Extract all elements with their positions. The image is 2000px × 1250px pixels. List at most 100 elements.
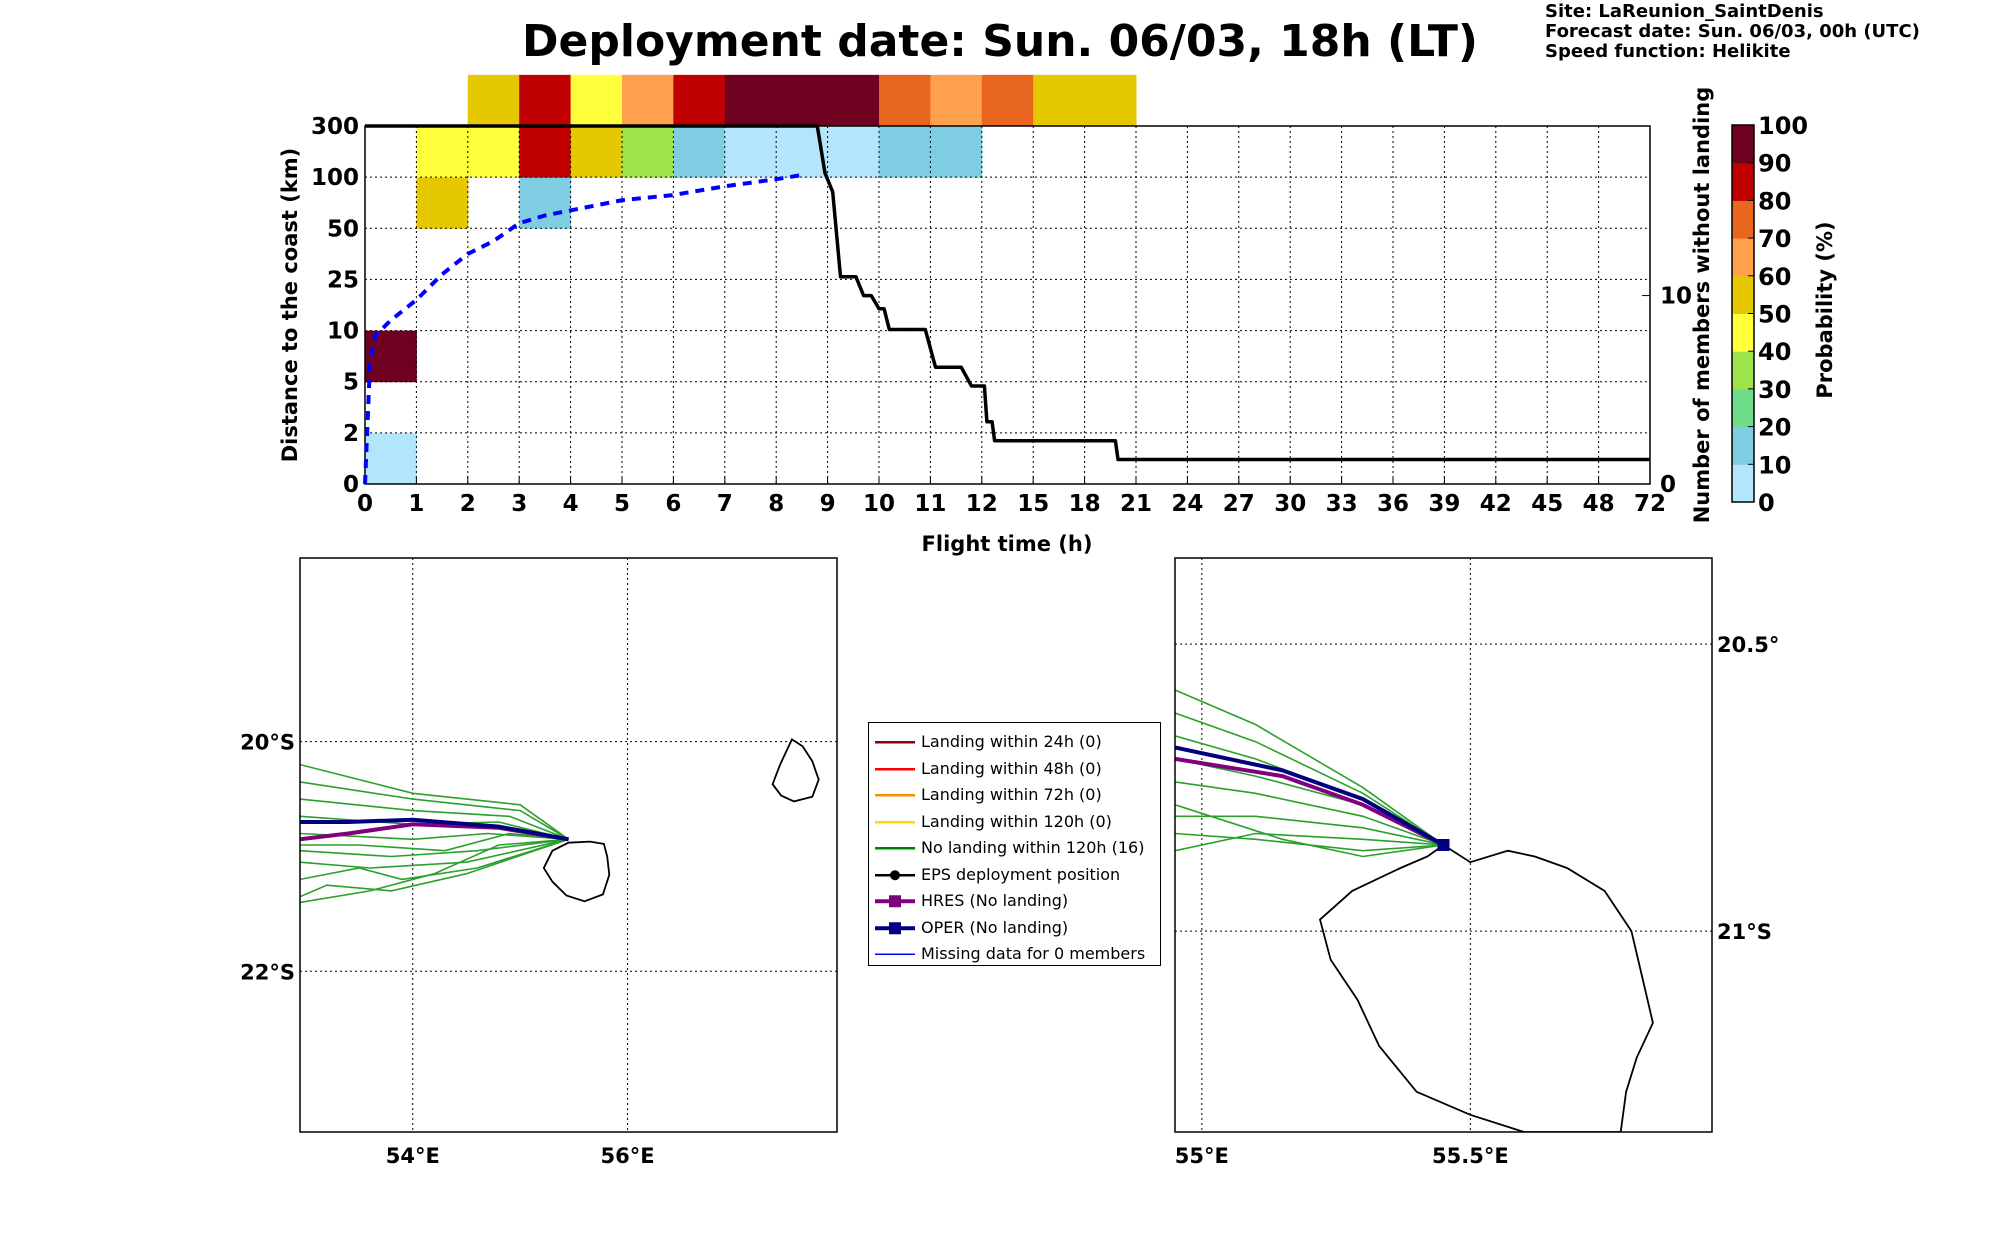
- x-tick-label: 7: [717, 491, 733, 517]
- forecast-info: Site: LaReunion_SaintDenis Forecast date…: [1545, 2, 1920, 62]
- legend-swatch: [875, 953, 915, 955]
- legend-entry: Landing within 24h (0): [869, 729, 1159, 756]
- colorbar-tick-label: 10: [1758, 451, 1791, 479]
- heatmap-cell: [930, 126, 983, 178]
- legend-entry: Landing within 120h (0): [869, 809, 1159, 836]
- legend-entry: Missing data for 0 members: [869, 941, 1159, 968]
- heatmap-cell: [622, 74, 674, 127]
- x-tick-label: 2: [460, 491, 476, 517]
- colorbar-tick-label: 50: [1758, 301, 1791, 329]
- x-tick-label: 5: [614, 491, 630, 517]
- x-tick-label: 8: [768, 491, 784, 517]
- members-without-landing-line: [365, 124, 1650, 462]
- speed-function-label: Speed function: Helikite: [1545, 41, 1791, 62]
- latitude-label: 21°S: [1717, 920, 1772, 944]
- legend-label: Landing within 120h (0): [921, 811, 1112, 831]
- x-tick-label: 30: [1274, 491, 1306, 517]
- x-tick-label: 36: [1377, 491, 1409, 517]
- heatmap-cell: [622, 126, 674, 178]
- x-tick-label: 18: [1069, 491, 1101, 517]
- y-tick-label: 25: [327, 267, 359, 293]
- legend-label: Landing within 24h (0): [921, 732, 1102, 751]
- x-tick-label: 4: [563, 491, 579, 517]
- oper-trajectory: [300, 817, 569, 842]
- heatmap-cell: [570, 126, 623, 178]
- x-tick-label: 21: [1120, 491, 1152, 517]
- heatmap-cell: [827, 126, 880, 178]
- legend-entry: EPS deployment position: [869, 862, 1159, 889]
- x-tick-label: 33: [1326, 491, 1358, 517]
- ensemble-trajectory: [300, 838, 569, 858]
- ensemble-trajectory: [300, 763, 569, 840]
- coastline: [542, 840, 611, 903]
- x-tick-label: 0: [357, 491, 373, 517]
- heatmap-cell: [879, 126, 931, 178]
- x-axis-title: Flight time (h): [921, 532, 1093, 556]
- x-tick-label: 72: [1634, 491, 1666, 517]
- latitude-label: 20°S: [240, 731, 295, 755]
- heatmap-cell: [776, 74, 829, 127]
- x-tick-label: 15: [1017, 491, 1049, 517]
- map-content: [300, 558, 837, 1132]
- heatmap-cell: [724, 126, 777, 178]
- legend-box: Landing within 24h (0) Landing within 48h…: [868, 722, 1161, 966]
- ensemble-trajectory: [300, 798, 569, 841]
- ensemble-trajectory: [300, 832, 569, 841]
- longitude-label: 54°E: [386, 1144, 440, 1168]
- y-tick-label: 100: [311, 165, 359, 191]
- heatmap-cell: [673, 74, 726, 127]
- heatmap-cell: [981, 74, 1034, 127]
- legend-label: Landing within 72h (0): [921, 785, 1102, 804]
- heatmap-cell: [673, 126, 726, 178]
- heatmap-cell: [519, 126, 572, 178]
- ensemble-trajectory: [300, 838, 569, 898]
- legend-entry: No landing within 120h (16): [869, 835, 1159, 862]
- x-tick-label: 3: [511, 491, 527, 517]
- legend-swatch: [875, 895, 915, 908]
- legend-entry: Landing within 72h (0): [869, 782, 1159, 809]
- ensemble-trajectory: [1175, 781, 1444, 846]
- legend-entry: OPER (No landing): [869, 915, 1159, 942]
- heatmap-cell: [930, 74, 983, 127]
- colorbar-segment: [1732, 238, 1754, 277]
- colorbar-segment: [1732, 275, 1754, 314]
- ensemble-trajectory: [1175, 689, 1444, 846]
- ensemble-trajectory: [300, 838, 569, 881]
- y-tick-label: 300: [311, 114, 359, 140]
- page-title: Deployment date: Sun. 06/03, 18h (LT): [522, 16, 1478, 67]
- ensemble-trajectory: [1175, 815, 1444, 846]
- x-tick-label: 39: [1428, 491, 1460, 517]
- legend-label: Landing within 48h (0): [921, 758, 1102, 778]
- legend-entry: HRES (No landing): [869, 888, 1159, 915]
- colorbar-segment: [1732, 388, 1754, 428]
- y-tick-label: 5: [343, 370, 359, 396]
- colorbar-tick-label: 40: [1758, 338, 1791, 366]
- legend-label: EPS deployment position: [921, 864, 1121, 884]
- probability-heatmap-chart: 0 1 2 3 4 5 6 7 8 9 10 11 12 15 18 21 24 27 30 33 36 39 42 45 48…: [311, 74, 1692, 517]
- plot-frame: [364, 125, 1651, 485]
- colorbar-segment: [1732, 313, 1754, 352]
- forecast-date-label: Forecast date: Sun. 06/03, 00h (UTC): [1545, 21, 1920, 42]
- legend-label: OPER (No landing): [921, 917, 1069, 937]
- x-tick-label: 48: [1583, 491, 1615, 517]
- latitude-label: 20.5°S: [1717, 633, 1780, 657]
- legend-swatch: [875, 741, 915, 744]
- colorbar-tick-label: 60: [1758, 263, 1791, 291]
- x-tick-label: 45: [1531, 491, 1563, 517]
- colorbar-tick-label: 0: [1758, 489, 1775, 517]
- legend-label: HRES (No landing): [921, 891, 1069, 910]
- y-tick-label: 50: [327, 216, 359, 242]
- site-label: Site: LaReunion_SaintDenis: [1545, 1, 1824, 22]
- ensemble-trajectory: [1175, 832, 1444, 852]
- legend-swatch: [875, 767, 915, 770]
- colorbar-tick-label: 20: [1758, 414, 1791, 442]
- ensemble-trajectory: [300, 832, 569, 852]
- colorbar-tick-label: 80: [1758, 187, 1791, 215]
- x-tick-label: 6: [665, 491, 681, 517]
- colorbar-segment: [1732, 162, 1754, 201]
- legend-swatch: [875, 921, 915, 934]
- x-tick-label: 1: [408, 491, 424, 517]
- colorbar-tick-label: 100: [1758, 112, 1808, 140]
- probability-colorbar: 0 10 20 30 40 50 60 70 80 90 100: [1731, 112, 1808, 517]
- colorbar-tick-label: 30: [1758, 376, 1791, 404]
